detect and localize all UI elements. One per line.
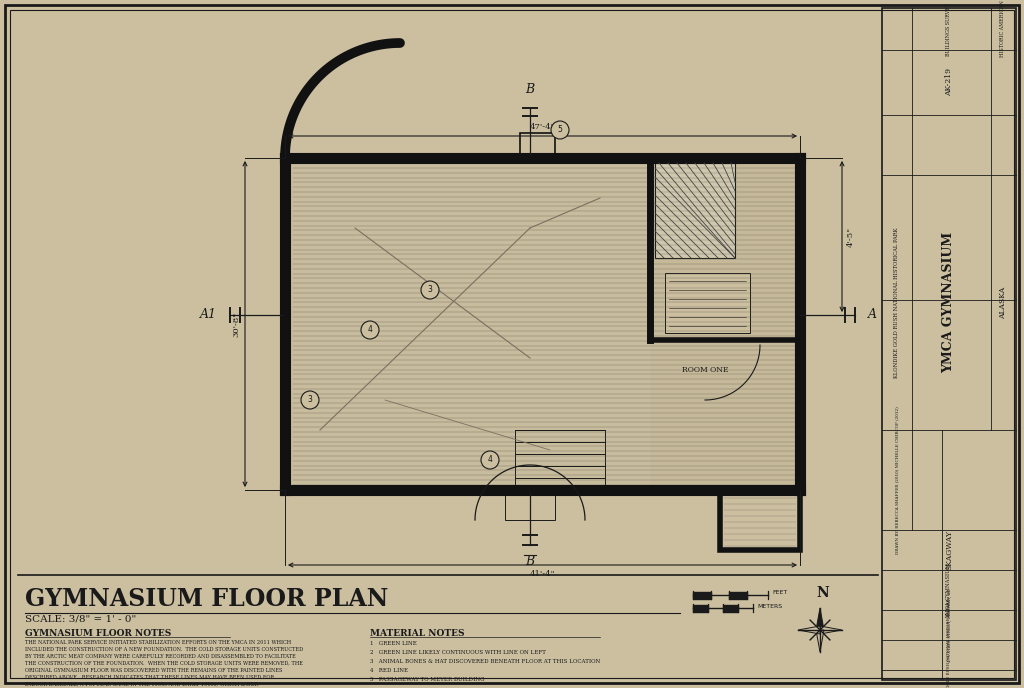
Text: DRAWN BY: REBECCA SHAFFER (2010) MICHELLE CHIRCOP (2012): DRAWN BY: REBECCA SHAFFER (2010) MICHELL… — [895, 406, 899, 554]
Text: AK-219: AK-219 — [945, 69, 953, 96]
Text: N: N — [816, 586, 829, 600]
Text: YMCA GYMNASIUM: YMCA GYMNASIUM — [946, 563, 951, 618]
Text: YMCA GYMNASIUM: YMCA GYMNASIUM — [942, 232, 955, 373]
Text: B: B — [525, 83, 535, 96]
Circle shape — [361, 321, 379, 339]
Polygon shape — [816, 608, 824, 630]
Bar — [650, 158, 800, 490]
Text: SKAGWAY: SKAGWAY — [945, 530, 953, 570]
Text: KLONDIKE GOLD RUSH NATIONAL HISTORICAL PARK: KLONDIKE GOLD RUSH NATIONAL HISTORICAL P… — [895, 227, 899, 378]
Bar — [285, 158, 800, 490]
Text: 47'-4": 47'-4" — [529, 123, 555, 131]
Text: 4: 4 — [487, 455, 493, 464]
Text: 2   GREEN LINE LIKELY CONTINUOUS WITH LINE ON LEFT: 2 GREEN LINE LIKELY CONTINUOUS WITH LINE… — [370, 650, 546, 655]
Text: A1: A1 — [200, 308, 217, 321]
Bar — [665, 273, 750, 333]
Text: 5: 5 — [557, 125, 562, 134]
Text: GYMNASIUM FLOOR NOTES: GYMNASIUM FLOOR NOTES — [25, 629, 171, 638]
Circle shape — [421, 281, 439, 299]
Text: A: A — [868, 308, 877, 321]
Text: GYMNASIUM FLOOR PLAN: GYMNASIUM FLOOR PLAN — [25, 587, 388, 611]
Text: HISTORIC AMERICAN: HISTORIC AMERICAN — [1000, 1, 1006, 57]
Text: 4'-5": 4'-5" — [847, 226, 855, 246]
Polygon shape — [820, 626, 842, 634]
Text: 3: 3 — [307, 396, 312, 405]
Circle shape — [481, 451, 499, 469]
Text: FEET: FEET — [772, 590, 787, 596]
Bar — [515, 430, 605, 485]
Circle shape — [301, 391, 319, 409]
Text: 4   RED LINE: 4 RED LINE — [370, 668, 409, 673]
Text: THE NATIONAL PARK SERVICE INITIATED STABILIZATION EFFORTS ON THE YMCA IN 2011 WH: THE NATIONAL PARK SERVICE INITIATED STAB… — [25, 640, 303, 688]
Bar — [520, 133, 555, 158]
Polygon shape — [816, 630, 824, 652]
Text: 3: 3 — [428, 286, 432, 294]
Text: 3   ANIMAL BONES & HAT DISCOVERED BENEATH FLOOR AT THIS LOCATION: 3 ANIMAL BONES & HAT DISCOVERED BENEATH … — [370, 659, 600, 664]
Text: METERS: METERS — [757, 603, 782, 608]
Text: MATERIAL NOTES: MATERIAL NOTES — [370, 629, 465, 638]
Text: 41'-4": 41'-4" — [529, 570, 555, 578]
Bar — [505, 490, 555, 520]
Text: 4: 4 — [368, 325, 373, 334]
Text: KLONDIKE GOLD RUSH NATIONAL HISTORICAL PARK: KLONDIKE GOLD RUSH NATIONAL HISTORICAL P… — [947, 598, 951, 688]
Circle shape — [551, 121, 569, 139]
Polygon shape — [798, 626, 820, 634]
Bar — [882, 8, 1016, 680]
Text: 30'-8": 30'-8" — [232, 312, 240, 336]
Bar — [655, 163, 735, 258]
Text: 5   PASSAGEWAY TO MEYER BUILDING: 5 PASSAGEWAY TO MEYER BUILDING — [370, 677, 484, 682]
Text: 1   GREEN LINE: 1 GREEN LINE — [370, 641, 417, 646]
Text: ALASKA: ALASKA — [999, 286, 1007, 319]
Text: SCALE: 3/8" = 1' - 0": SCALE: 3/8" = 1' - 0" — [25, 615, 136, 624]
Text: 475 STATE STREET, SKAGWAY, AK: 475 STATE STREET, SKAGWAY, AK — [947, 588, 951, 662]
Text: B: B — [525, 555, 535, 568]
Text: ROOM ONE: ROOM ONE — [682, 366, 728, 374]
Bar — [720, 490, 800, 550]
Text: BUILDINGS SURVEY: BUILDINGS SURVEY — [946, 3, 951, 56]
